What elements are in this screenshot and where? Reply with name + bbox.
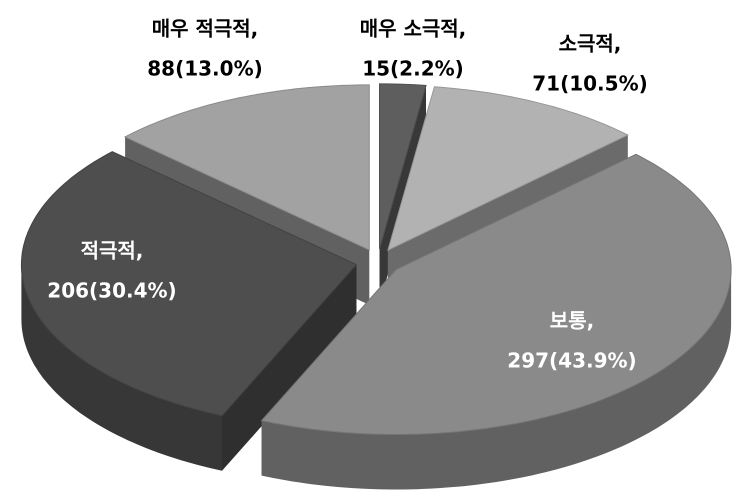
slice-label: 보통, — [550, 309, 594, 333]
slice-wall — [21, 264, 223, 471]
slice-label: 적극적, — [81, 239, 144, 263]
slice-value-label: 71(10.5%) — [532, 72, 648, 96]
slice — [20, 151, 358, 471]
slice-value-label: 297(43.9%) — [507, 349, 636, 373]
slice — [260, 153, 732, 490]
slice-label: 매우 소극적, — [360, 17, 467, 41]
slice-top — [379, 83, 427, 249]
slice-label: 소극적, — [559, 32, 622, 56]
slice-side — [222, 264, 357, 471]
slice-top — [387, 86, 629, 252]
slice-top — [20, 151, 358, 417]
slice-value-label: 88(13.0%) — [147, 57, 263, 81]
slice-top — [260, 153, 732, 435]
slice-value-label: 15(2.2%) — [362, 57, 464, 81]
slice-value-label: 206(30.4%) — [47, 279, 176, 303]
slice-top — [123, 84, 370, 251]
slice-label: 매우 적극적, — [152, 17, 259, 41]
